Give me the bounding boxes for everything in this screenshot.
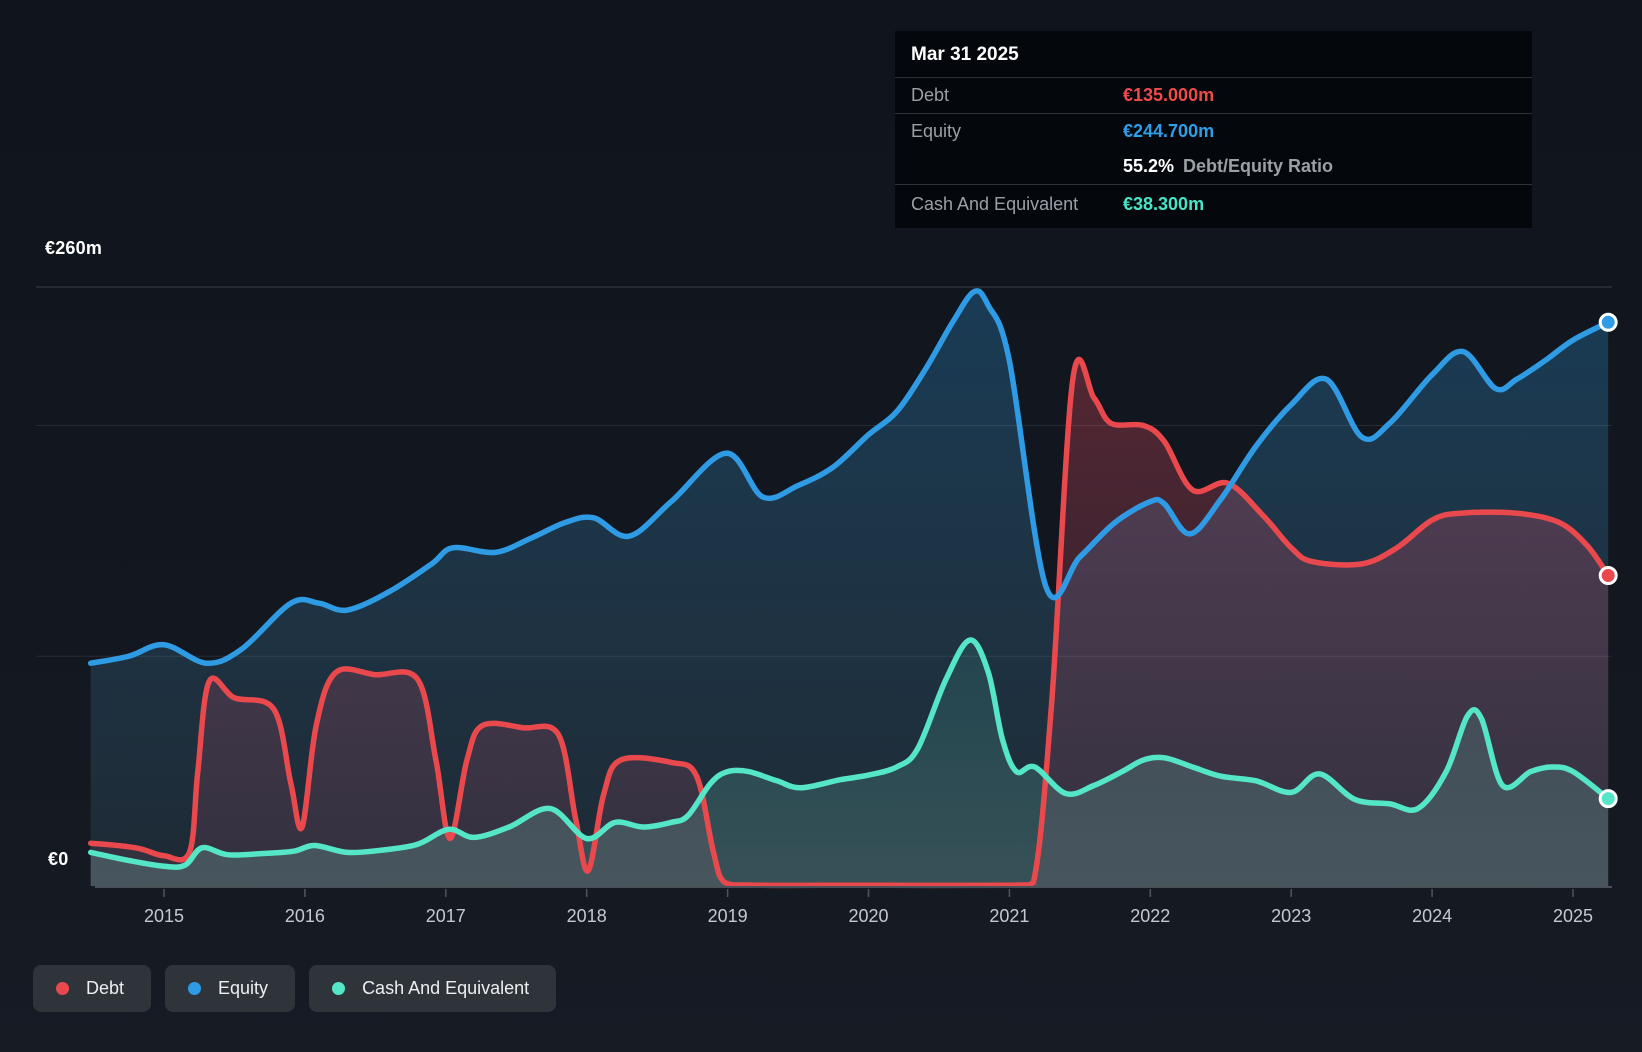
tooltip-ratio-row: 55.2% Debt/Equity Ratio: [895, 149, 1532, 184]
legend-cash-label: Cash And Equivalent: [362, 978, 530, 998]
cash-area: [90, 640, 1609, 886]
legend-equity-label: Equity: [218, 978, 269, 998]
legend-item-equity[interactable]: Equity: [165, 965, 296, 1012]
year-label-2018: 2018: [567, 906, 607, 926]
x-axis-ticks: [163, 889, 1574, 897]
equity-endpoint-marker[interactable]: [1598, 312, 1618, 332]
tooltip-ratio-label: Debt/Equity Ratio: [1183, 156, 1334, 176]
tooltip-debt-label: Debt: [911, 85, 950, 105]
series-areas: [90, 290, 1609, 886]
year-label-2019: 2019: [708, 906, 748, 926]
legend: Debt Equity Cash And Equivalent: [33, 965, 557, 1012]
tooltip-date: Mar 31 2025: [911, 44, 1019, 65]
y-axis-zero-label: €0: [48, 849, 69, 869]
year-label-2016: 2016: [285, 906, 325, 926]
year-label-2024: 2024: [1412, 906, 1452, 926]
legend-item-debt[interactable]: Debt: [33, 965, 152, 1012]
tooltip-ratio-value: 55.2%: [1123, 156, 1175, 176]
series-lines: [87, 288, 1611, 889]
debt-endpoint-marker[interactable]: [1598, 566, 1618, 585]
endpoint-markers: [1598, 312, 1618, 809]
tooltip-cash-value: €38.300m: [1123, 194, 1205, 214]
tooltip-debt-value: €135.000m: [1123, 85, 1215, 105]
chart-tooltip: Mar 31 2025 Debt €135.000m Equity €244.7…: [895, 31, 1532, 228]
cash-and-equivalent-line: [87, 637, 1611, 870]
year-label-2017: 2017: [426, 906, 466, 926]
tooltip-cash-row: Cash And Equivalent €38.300m: [895, 184, 1532, 224]
year-label-2023: 2023: [1271, 906, 1311, 926]
year-label-2015: 2015: [144, 906, 184, 926]
year-label-2021: 2021: [989, 906, 1029, 926]
equity-line: [87, 288, 1611, 666]
legend-item-cash[interactable]: Cash And Equivalent: [309, 965, 557, 1012]
tooltip-cash-label: Cash And Equivalent: [911, 194, 1079, 214]
equity-dot-icon: [188, 982, 202, 995]
year-label-2022: 2022: [1130, 906, 1170, 926]
tooltip-ratio-value-group: 55.2% Debt/Equity Ratio: [1123, 156, 1333, 177]
y-axis-max-label: €260m: [45, 238, 103, 258]
legend-debt-label: Debt: [86, 978, 125, 998]
tooltip-equity-value: €244.700m: [1123, 121, 1215, 141]
tooltip-equity-label: Equity: [911, 121, 962, 141]
tooltip-debt-row: Debt €135.000m: [895, 77, 1532, 113]
debt-dot-icon: [56, 982, 69, 995]
cash-dot-icon: [332, 982, 346, 995]
cash-and-equivalent-endpoint-marker[interactable]: [1598, 789, 1618, 809]
year-label-2025: 2025: [1553, 906, 1593, 926]
x-axis-labels: 2015 2016 2017 2018 2019 2020 2021 2022 2023 2024…: [144, 906, 1593, 926]
tooltip-equity-row: Equity €244.700m: [895, 113, 1532, 149]
year-label-2020: 2020: [848, 906, 888, 926]
gridlines: [36, 286, 1612, 657]
debt-line: [87, 356, 1611, 889]
